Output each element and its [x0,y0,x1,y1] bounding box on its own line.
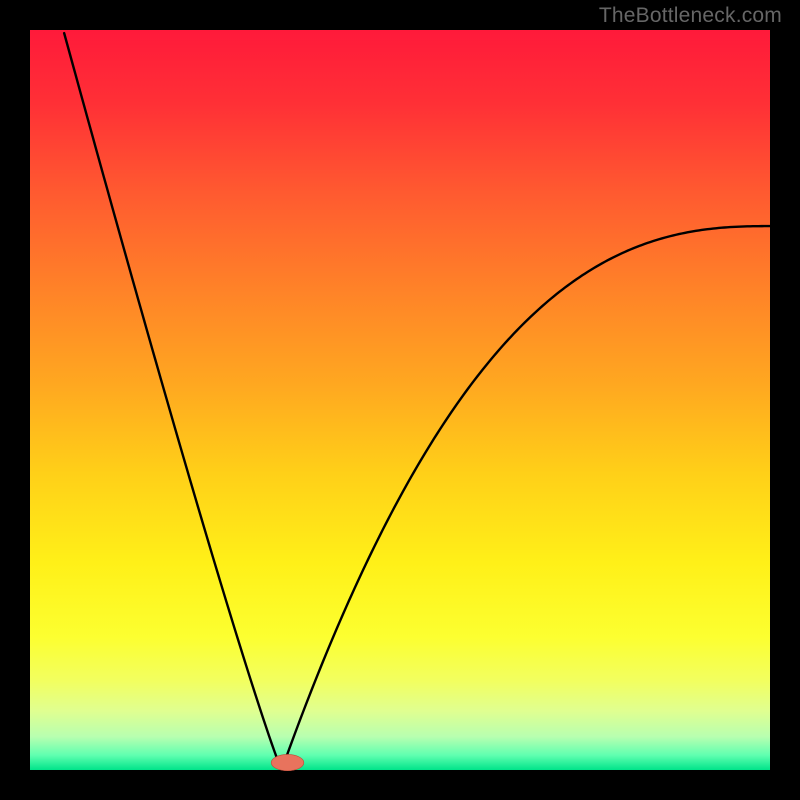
watermark-text: TheBottleneck.com [599,4,782,28]
plot-background [30,30,770,770]
chart-frame: TheBottleneck.com [0,0,800,800]
bottleneck-chart [0,0,800,800]
optimal-marker [271,754,304,770]
